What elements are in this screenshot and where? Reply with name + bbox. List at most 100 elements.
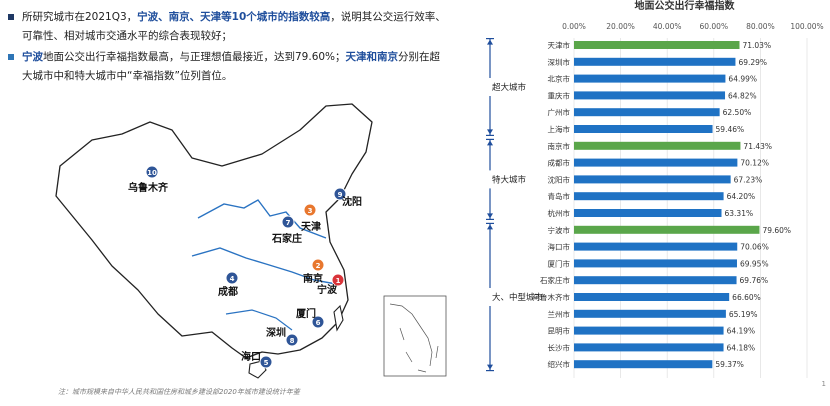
- bar: [574, 242, 738, 251]
- city-label: 成都: [218, 285, 238, 298]
- bullet-2-text-b: 分别在超大城市中和特大城市中“幸福指数”位列首位。: [22, 51, 441, 82]
- city-marker: 1宁波: [317, 273, 345, 296]
- bullet-1-text-a: 所研究城市在2021Q3，: [22, 11, 138, 23]
- category-label: 上海市: [548, 124, 571, 134]
- inset-dashes: [399, 327, 439, 373]
- value-label: 67.23%: [734, 175, 763, 184]
- category-label: 深圳市: [548, 57, 571, 67]
- bar: [574, 259, 737, 268]
- category-label: 宁波市: [548, 225, 571, 235]
- bar: [574, 309, 726, 318]
- x-tick-label: 60.00%: [699, 22, 728, 31]
- city-label: 天津: [301, 220, 321, 233]
- category-label: 青岛市: [548, 191, 571, 201]
- bar: [574, 57, 736, 66]
- value-label: 71.43%: [743, 142, 772, 151]
- city-marker: 7 石家庄: [271, 215, 302, 245]
- category-label: 杭州市: [548, 208, 571, 218]
- bar: [574, 41, 740, 49]
- bar: [574, 276, 737, 285]
- rank-badge: [331, 273, 345, 287]
- rank-badge: [145, 165, 159, 179]
- rank-number: 3: [308, 207, 313, 215]
- rank-badge: [333, 187, 347, 201]
- rank-badge: [285, 333, 299, 347]
- category-label: 绍兴市: [548, 359, 571, 369]
- value-label: 69.95%: [740, 259, 769, 268]
- city-label: 深圳: [266, 326, 286, 339]
- city-marker: 8 深圳: [266, 326, 299, 347]
- footnote: 注：城市规模来自中华人民共和国住房和城乡建设部2020年城市建设统计年鉴: [58, 388, 300, 396]
- bullet-2: 宁波地面公交出行幸福指数最高，与正理想值最接近，达到79.60%；天津和南京分别…: [6, 48, 446, 86]
- city-label: 宁波: [317, 283, 338, 296]
- value-label: 70.12%: [740, 159, 769, 168]
- bar: [574, 326, 724, 335]
- rank-number: 10: [147, 169, 157, 177]
- summary-text: 所研究城市在2021Q3，宁波、南京、天津等10个城市的指数较高，说明其公交运行…: [6, 8, 446, 88]
- bar: [574, 360, 713, 369]
- category-label: 石家庄市: [540, 275, 570, 285]
- value-label: 69.76%: [740, 276, 769, 285]
- bar: [574, 343, 724, 352]
- value-label: 63.31%: [725, 209, 754, 218]
- bar: [574, 192, 724, 201]
- rank-badge: [311, 315, 325, 329]
- rank-number: 4: [230, 275, 235, 283]
- city-label: 石家庄: [271, 232, 302, 245]
- category-label: 沈阳市: [548, 174, 571, 184]
- category-label: 重庆市: [548, 90, 571, 100]
- value-label: 70.06%: [740, 243, 769, 252]
- category-label: 兰州市: [548, 309, 571, 319]
- x-tick-label: 100.00%: [790, 22, 823, 31]
- bar: [574, 293, 730, 301]
- bar: [574, 209, 722, 217]
- china-outline: [55, 103, 373, 359]
- bullet-square-icon: [8, 14, 14, 20]
- bullet-2-highlight-2: 天津和南京: [345, 51, 399, 63]
- category-label: 昆明市: [548, 326, 571, 336]
- category-label: 海口市: [548, 242, 571, 252]
- x-tick-label: 80.00%: [746, 22, 775, 31]
- yellow-river: [197, 199, 327, 239]
- category-label: 广州市: [548, 107, 571, 117]
- rank-badge: [281, 215, 295, 229]
- city-label: 厦门: [296, 307, 316, 320]
- rank-badge: [259, 355, 273, 369]
- rank-number: 8: [290, 337, 295, 345]
- group-label: 大、中型城市: [492, 292, 544, 303]
- bar: [574, 158, 738, 167]
- rank-number: 9: [338, 191, 343, 199]
- value-label: 69.29%: [738, 58, 767, 67]
- category-label: 长沙市: [548, 342, 571, 352]
- city-marker: 5海口: [241, 350, 273, 369]
- bullet-1: 所研究城市在2021Q3，宁波、南京、天津等10个城市的指数较高，说明其公交运行…: [6, 8, 446, 46]
- bullet-2-highlight-1: 宁波: [22, 51, 43, 63]
- value-label: 64.18%: [727, 343, 756, 352]
- taiwan-island: [333, 304, 344, 332]
- chart-title: 地面公交出行幸福指数: [635, 0, 736, 12]
- rank-badge: [225, 271, 239, 285]
- value-label: 71.03%: [742, 41, 771, 50]
- rank-badge: [303, 203, 317, 217]
- rank-number: 5: [264, 359, 269, 367]
- value-label: 66.60%: [732, 293, 761, 302]
- inset-coast: [389, 303, 433, 367]
- city-label: 南京: [303, 272, 323, 285]
- category-label: 乌鲁木齐市: [533, 292, 571, 302]
- city-marker: 9沈阳: [333, 187, 362, 208]
- group-bracket: 特大城市: [486, 138, 527, 220]
- group-bracket: 超大城市: [486, 37, 527, 136]
- bullet-1-text-b: ，说明其公交运行效率、可靠性、相对城市交通水平的综合表现较好；: [22, 11, 446, 42]
- city-marker: 6厦门: [296, 307, 325, 329]
- x-tick-label: 0.00%: [562, 22, 586, 31]
- bullet-1-highlight: 宁波、南京、天津等10个城市的指数较高: [137, 11, 331, 23]
- bar: [574, 225, 760, 234]
- yangtze-river: [191, 247, 337, 285]
- page-number: 1: [821, 380, 826, 388]
- value-label: 64.19%: [727, 327, 756, 336]
- rank-number: 2: [316, 262, 321, 270]
- value-label: 59.46%: [716, 125, 745, 134]
- city-label: 海口: [241, 350, 261, 363]
- bullet-2-text-a: 地面公交出行幸福指数最高，与正理想值最接近，达到79.60%；: [43, 51, 346, 63]
- category-label: 北京市: [548, 74, 571, 84]
